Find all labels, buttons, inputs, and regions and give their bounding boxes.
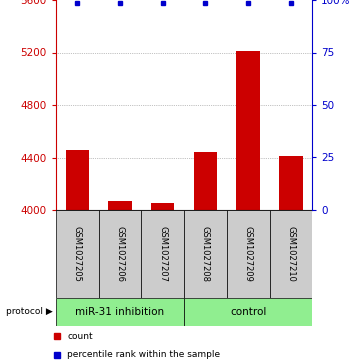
Bar [194,152,217,210]
Bar [56,210,99,298]
Text: percentile rank within the sample: percentile rank within the sample [67,350,220,359]
Text: GSM1027205: GSM1027205 [73,226,82,282]
Bar [270,210,312,298]
Text: protocol ▶: protocol ▶ [5,307,52,317]
Text: GSM1027210: GSM1027210 [286,226,295,282]
Text: miR-31 inhibition: miR-31 inhibition [75,307,165,317]
Bar [99,210,142,298]
Bar [279,156,303,210]
Text: GSM1027207: GSM1027207 [158,226,167,282]
Text: GSM1027206: GSM1027206 [116,226,125,282]
Bar [184,210,227,298]
Text: GSM1027208: GSM1027208 [201,226,210,282]
Bar [184,298,312,326]
Bar [151,203,174,210]
Bar [227,210,270,298]
Bar [236,51,260,210]
Bar [66,150,89,210]
Bar [142,210,184,298]
Text: GSM1027209: GSM1027209 [244,226,253,282]
Text: control: control [230,307,266,317]
Bar [56,298,184,326]
Bar [108,201,132,210]
Text: count: count [67,332,93,341]
